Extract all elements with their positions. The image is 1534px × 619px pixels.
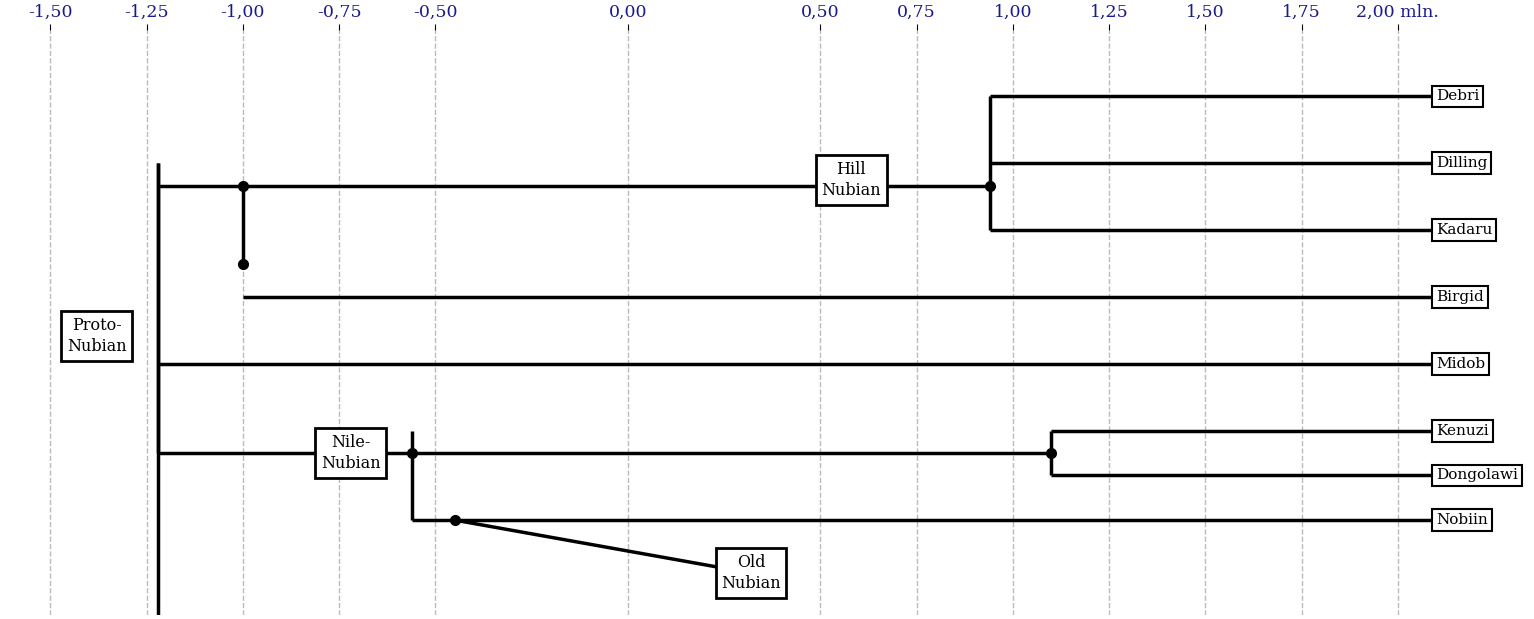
Text: Debri: Debri (1436, 89, 1479, 103)
Text: Birgid: Birgid (1436, 290, 1483, 304)
Text: Proto-
Nubian: Proto- Nubian (67, 317, 126, 355)
Text: Midob: Midob (1436, 357, 1485, 371)
Text: Kenuzi: Kenuzi (1436, 424, 1490, 438)
Text: Nobiin: Nobiin (1436, 513, 1488, 527)
Text: Nile-
Nubian: Nile- Nubian (321, 434, 380, 472)
Text: Kadaru: Kadaru (1436, 223, 1493, 237)
Text: Dongolawi: Dongolawi (1436, 469, 1519, 482)
Text: Hill
Nubian: Hill Nubian (821, 161, 881, 199)
Text: Old
Nubian: Old Nubian (721, 554, 781, 592)
Text: Dilling: Dilling (1436, 156, 1488, 170)
